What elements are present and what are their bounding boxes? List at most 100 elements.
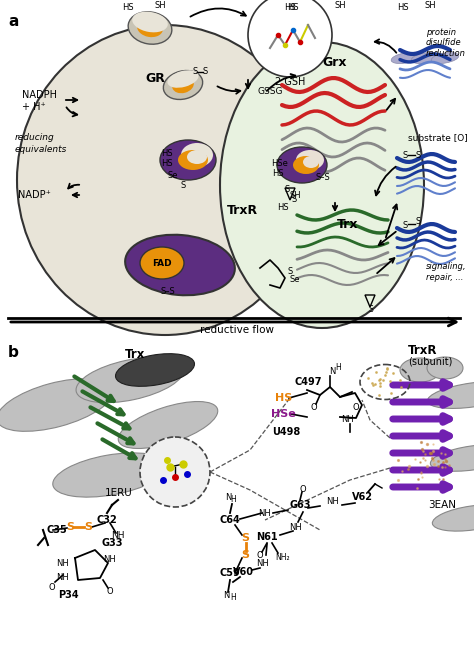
Text: S: S — [241, 550, 249, 560]
Ellipse shape — [53, 453, 167, 497]
Text: equivalents: equivalents — [15, 146, 67, 154]
Ellipse shape — [296, 150, 324, 170]
Ellipse shape — [116, 354, 194, 387]
Text: C35: C35 — [47, 525, 68, 535]
Text: NADPH: NADPH — [22, 90, 57, 100]
Ellipse shape — [277, 147, 327, 183]
Ellipse shape — [125, 235, 235, 295]
Ellipse shape — [427, 357, 463, 379]
Text: HS: HS — [287, 3, 299, 13]
Text: Trx: Trx — [337, 218, 359, 232]
Text: SH: SH — [424, 1, 436, 11]
Ellipse shape — [391, 52, 419, 64]
Text: substrate [O]: substrate [O] — [408, 134, 468, 142]
Text: signaling,
repair, ...: signaling, repair, ... — [426, 262, 466, 282]
Text: S: S — [202, 68, 208, 77]
Ellipse shape — [140, 247, 184, 279]
Ellipse shape — [118, 402, 218, 448]
Text: S: S — [287, 267, 292, 277]
Ellipse shape — [17, 25, 313, 335]
Text: S: S — [181, 181, 186, 189]
Text: HS: HS — [277, 203, 289, 213]
Text: C59: C59 — [219, 568, 240, 578]
Text: V60: V60 — [233, 567, 254, 577]
Text: NH: NH — [256, 559, 269, 567]
Text: HS: HS — [284, 3, 296, 13]
Ellipse shape — [181, 143, 213, 167]
Text: C32: C32 — [97, 515, 118, 525]
Text: NH: NH — [104, 555, 117, 565]
Text: NH: NH — [56, 559, 69, 567]
Text: SH: SH — [334, 1, 346, 11]
Text: Se: Se — [290, 275, 300, 285]
Text: S: S — [402, 150, 408, 160]
Text: S: S — [292, 195, 297, 205]
Text: reductive flow: reductive flow — [200, 325, 274, 335]
Text: (subunit): (subunit) — [408, 357, 452, 367]
Text: FAD: FAD — [152, 258, 172, 267]
Text: O: O — [107, 587, 113, 596]
Ellipse shape — [167, 70, 199, 88]
Text: N: N — [223, 592, 229, 600]
Text: P34: P34 — [58, 590, 78, 600]
Text: HS: HS — [275, 393, 292, 403]
Text: SH: SH — [154, 1, 166, 11]
Ellipse shape — [293, 156, 319, 174]
Text: SH: SH — [289, 191, 301, 199]
Ellipse shape — [187, 150, 207, 164]
Text: N: N — [225, 493, 231, 502]
Text: S: S — [415, 218, 420, 226]
Text: O: O — [257, 551, 264, 561]
Text: HS: HS — [122, 3, 134, 13]
Ellipse shape — [432, 505, 474, 531]
Text: O: O — [49, 583, 55, 592]
Text: NH: NH — [342, 416, 355, 424]
Text: NADP⁺: NADP⁺ — [18, 190, 51, 200]
Text: b: b — [8, 345, 19, 360]
Text: HS: HS — [272, 169, 284, 177]
Text: H: H — [335, 363, 341, 373]
Text: G33: G33 — [101, 538, 123, 548]
Text: NH: NH — [111, 530, 125, 540]
Text: protein
disulfide
reduction: protein disulfide reduction — [426, 28, 466, 58]
Ellipse shape — [160, 140, 216, 180]
Text: TrxR: TrxR — [408, 344, 438, 357]
Text: O: O — [353, 402, 359, 412]
Text: S: S — [415, 150, 420, 160]
Text: V62: V62 — [352, 492, 373, 502]
Text: NH: NH — [290, 522, 302, 532]
Ellipse shape — [76, 357, 184, 402]
Circle shape — [140, 437, 210, 507]
Text: H: H — [230, 594, 236, 602]
Text: Se: Se — [168, 171, 178, 179]
Text: C497: C497 — [295, 377, 322, 387]
Text: G63: G63 — [289, 500, 311, 510]
Ellipse shape — [178, 150, 208, 170]
Text: TrxR: TrxR — [227, 203, 257, 216]
Text: S–S: S–S — [161, 287, 175, 297]
Text: reducing: reducing — [15, 134, 55, 142]
Text: S: S — [369, 305, 374, 314]
Ellipse shape — [431, 52, 459, 64]
Text: S–S: S–S — [316, 173, 330, 181]
Text: S: S — [66, 522, 74, 532]
Text: N61: N61 — [256, 532, 278, 542]
Ellipse shape — [172, 77, 194, 93]
Text: O: O — [310, 404, 317, 412]
Ellipse shape — [128, 12, 172, 44]
Text: S: S — [402, 220, 408, 230]
Text: S: S — [241, 533, 249, 543]
Text: NH₂: NH₂ — [276, 553, 290, 561]
Text: HS: HS — [397, 3, 409, 13]
Text: NH: NH — [327, 498, 339, 506]
Text: S: S — [284, 185, 290, 195]
Text: H: H — [230, 495, 236, 504]
Circle shape — [248, 0, 332, 77]
Ellipse shape — [164, 71, 203, 99]
Text: HSe: HSe — [271, 409, 296, 419]
Ellipse shape — [400, 358, 440, 382]
Text: HSe: HSe — [272, 158, 289, 167]
Ellipse shape — [411, 52, 439, 64]
Text: C64: C64 — [219, 515, 240, 525]
Ellipse shape — [220, 42, 424, 328]
